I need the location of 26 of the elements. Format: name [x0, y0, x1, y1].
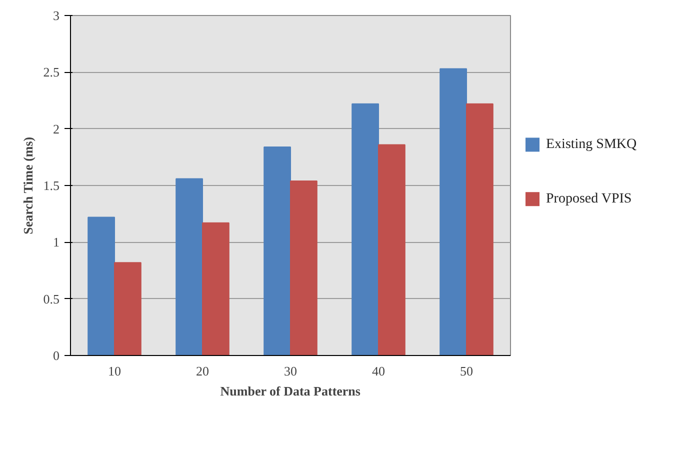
bar	[176, 178, 203, 356]
y-tick-label: 0	[53, 348, 60, 363]
x-tick-label: 50	[460, 364, 473, 378]
bar	[466, 103, 494, 356]
y-tick-label: 0.5	[43, 291, 60, 306]
x-tick-label: 20	[196, 364, 209, 378]
x-tick-label: 30	[284, 364, 297, 378]
y-tick-label: 3	[53, 8, 60, 23]
x-tick-label: 40	[372, 364, 385, 378]
bar	[114, 262, 142, 356]
y-tick-label: 2	[53, 121, 60, 136]
y-axis-title: Search Time (ms)	[20, 136, 36, 234]
x-axis-title: Number of Data Patterns	[220, 384, 360, 398]
y-tick-label: 2.5	[43, 64, 60, 80]
y-tick-label: 1.5	[43, 178, 60, 193]
bar	[88, 216, 115, 356]
legend-label: Proposed VPIS	[546, 192, 632, 207]
bar	[378, 144, 406, 356]
bar	[264, 146, 291, 356]
bar	[202, 222, 230, 356]
bar	[352, 103, 379, 356]
y-tick-label: 1	[53, 234, 60, 250]
bar	[290, 180, 318, 356]
x-tick-label: 10	[108, 364, 121, 378]
legend-label: Existing SMKQ	[546, 137, 637, 152]
bar	[440, 68, 467, 356]
